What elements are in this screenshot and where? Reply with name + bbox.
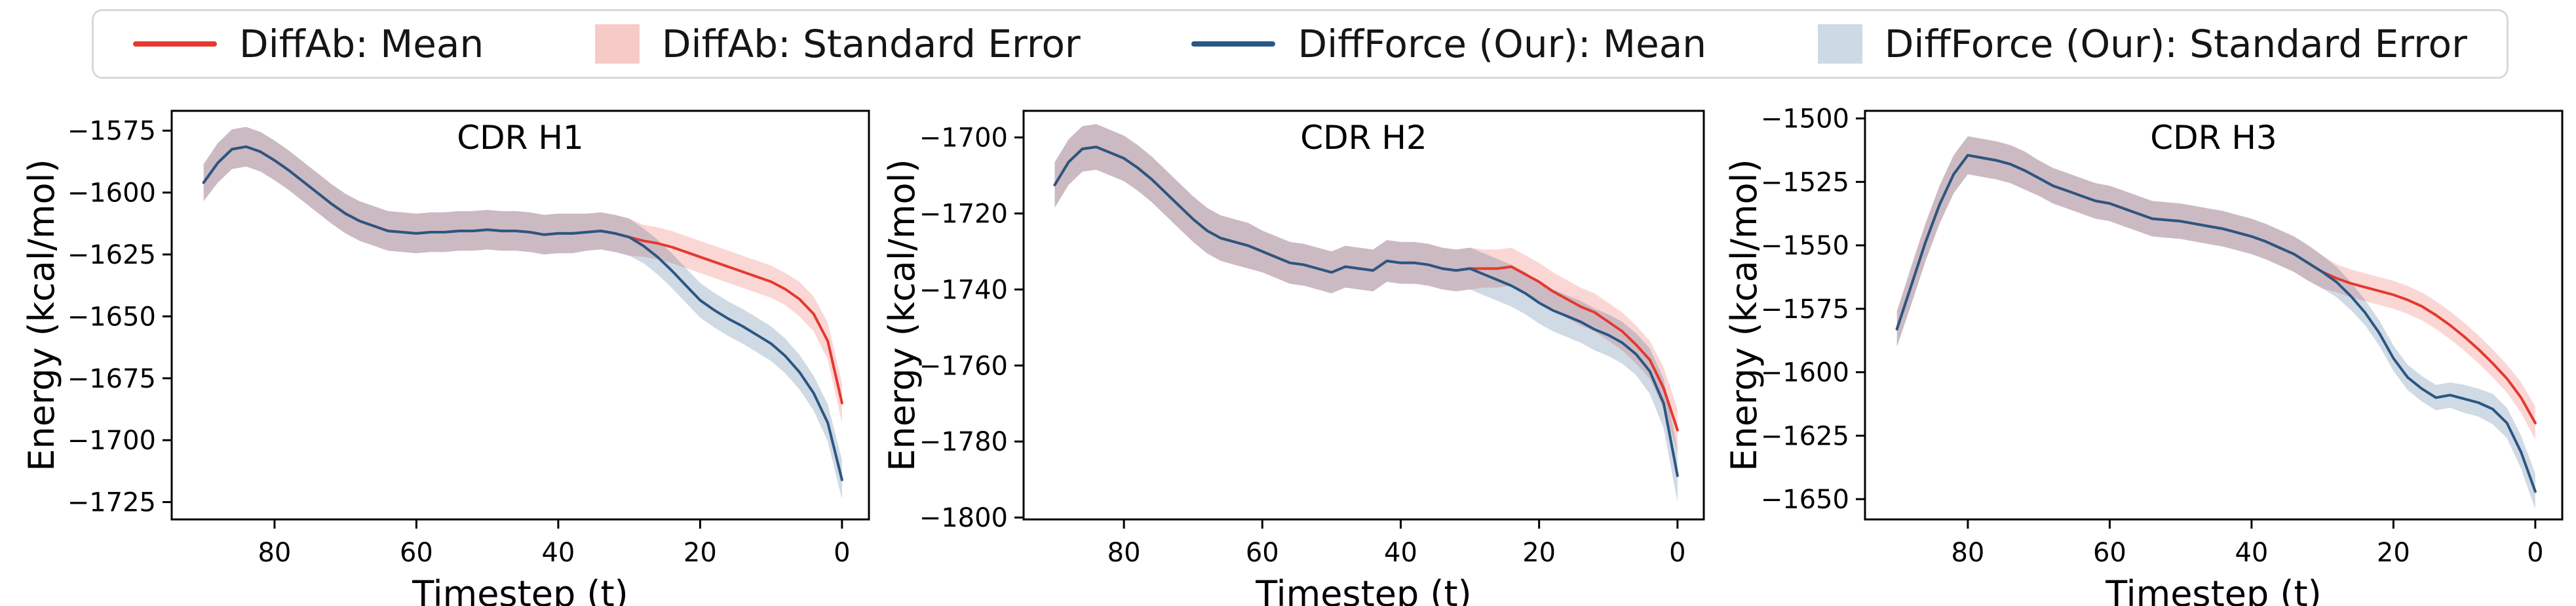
legend-label: DiffForce (Our): Mean <box>1298 22 1707 66</box>
mean-line <box>202 145 843 481</box>
red-line-swatch-icon <box>133 41 217 47</box>
x-tick-label: 80 <box>258 538 291 568</box>
y-tick-label: −1760 <box>919 351 1008 381</box>
x-tick-label: 80 <box>1951 538 1984 568</box>
x-tick-label: 60 <box>400 538 433 568</box>
y-tick-label: −1700 <box>67 426 156 456</box>
y-tick-label: −1650 <box>67 302 156 332</box>
blue-line-swatch-icon <box>1191 41 1276 47</box>
chart-title: CDR H3 <box>2150 119 2277 157</box>
stderr-band <box>1896 136 2535 510</box>
chart-title: CDR H2 <box>1300 119 1427 157</box>
y-tick-label: −1675 <box>67 364 156 394</box>
stderr-band <box>1054 124 1678 451</box>
legend-item-diffforce-stderr: DiffForce (Our): Standard Error <box>1817 22 2467 66</box>
axes-spines <box>1864 110 2564 521</box>
y-tick-label: −1740 <box>919 275 1008 305</box>
x-tick-label: 20 <box>2377 538 2410 568</box>
x-tick-label: 60 <box>2093 538 2126 568</box>
y-tick-label: −1575 <box>1761 294 1849 325</box>
x-axis-label: Timestep (t) <box>412 573 628 606</box>
chart-cdr-h1: −1575 −1600 −1625 −1650 −1675 −1700 −1725 80 60 4… <box>21 110 870 606</box>
axes-spines <box>1022 110 1705 521</box>
x-tick-label: 0 <box>1669 538 1685 568</box>
stderr-band <box>1054 124 1678 502</box>
y-tick-label: −1725 <box>67 488 156 518</box>
x-tick-label: 20 <box>683 538 717 568</box>
red-band-swatch-icon <box>594 24 640 64</box>
axes-spines <box>170 110 870 521</box>
y-tick-label: −1600 <box>67 178 156 209</box>
x-tick-label: 40 <box>2235 538 2268 568</box>
legend-label: DiffForce (Our): Standard Error <box>1884 22 2467 66</box>
legend: DiffAb: Mean DiffAb: Standard Error Diff… <box>92 9 2509 79</box>
x-tick-label: 80 <box>1107 538 1141 568</box>
y-tick-label: −1625 <box>67 240 156 270</box>
y-tick-label: −1600 <box>1761 358 1849 388</box>
y-axis-label: Energy (kcal/mol) <box>1723 159 1765 471</box>
legend-item-diffab-mean: DiffAb: Mean <box>133 22 484 66</box>
chart-title: CDR H1 <box>457 119 583 157</box>
y-tick-label: −1700 <box>919 123 1008 153</box>
mean-line <box>1053 146 1679 477</box>
x-tick-label: 0 <box>834 538 850 568</box>
mean-line <box>1895 153 2537 424</box>
x-axis-label: Timestep (t) <box>2105 573 2321 606</box>
blue-band-swatch-icon <box>1817 24 1862 64</box>
y-tick-label: −1500 <box>1761 104 1849 134</box>
mean-line <box>1895 153 2537 493</box>
x-tick-label: 40 <box>1384 538 1417 568</box>
y-tick-label: −1780 <box>919 427 1008 457</box>
x-axis-label: Timestep (t) <box>1255 573 1471 606</box>
y-tick-label: −1800 <box>919 503 1008 533</box>
y-axis-label: Energy (kcal/mol) <box>881 159 923 471</box>
chart-cdr-h2: −1700 −1720 −1740 −1760 −1780 −1800 80 60 40 20 0 C… <box>881 110 1705 606</box>
x-tick-label: 40 <box>541 538 575 568</box>
y-tick-label: −1575 <box>67 116 156 146</box>
x-tick-label: 60 <box>1246 538 1279 568</box>
legend-label: DiffAb: Standard Error <box>661 22 1081 66</box>
legend-item-diffab-stderr: DiffAb: Standard Error <box>594 22 1081 66</box>
y-tick-label: −1650 <box>1761 485 1849 515</box>
x-tick-label: 20 <box>1522 538 1556 568</box>
stderr-band <box>203 127 842 500</box>
x-tick-label: 0 <box>2527 538 2543 568</box>
y-axis-label: Energy (kcal/mol) <box>21 159 62 471</box>
y-tick-label: −1625 <box>1761 421 1849 451</box>
legend-label: DiffAb: Mean <box>239 22 484 66</box>
y-tick-label: −1550 <box>1761 231 1849 261</box>
legend-item-diffforce-mean: DiffForce (Our): Mean <box>1191 22 1706 66</box>
chart-cdr-h3: −1500 −1525 −1550 −1575 −1600 −1625 −1650 80 60 4… <box>1723 104 2564 606</box>
y-tick-label: −1525 <box>1761 167 1849 197</box>
y-tick-label: −1720 <box>919 199 1008 229</box>
